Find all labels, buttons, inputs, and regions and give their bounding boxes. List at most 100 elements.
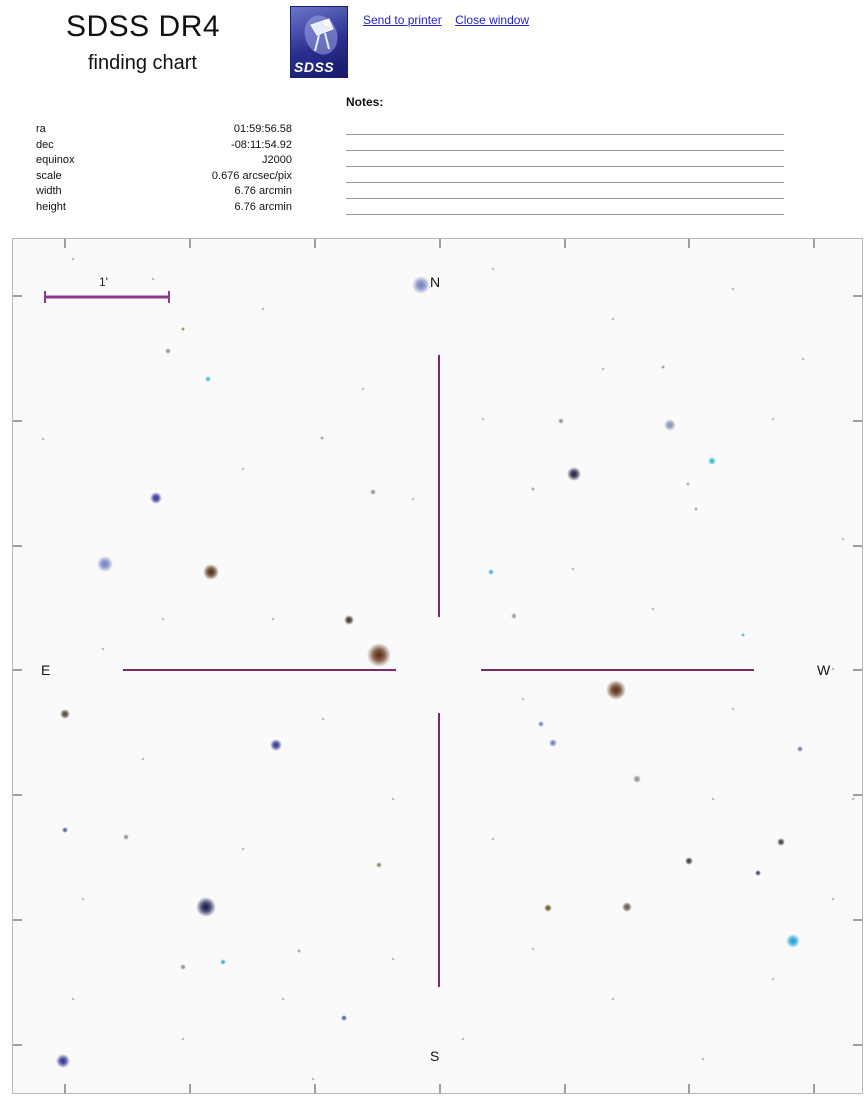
star	[205, 376, 211, 382]
star	[56, 1054, 70, 1068]
star	[831, 667, 835, 671]
star	[831, 897, 835, 901]
param-key: ra	[36, 123, 46, 135]
notes-label: Notes:	[346, 95, 384, 109]
page-subtitle: finding chart	[88, 52, 197, 74]
star	[797, 746, 803, 752]
star	[161, 617, 165, 621]
star	[777, 838, 785, 846]
star	[686, 482, 690, 486]
star	[741, 633, 745, 637]
frame-ticks	[13, 239, 862, 1093]
send-to-printer-link[interactable]: Send to printer	[363, 13, 442, 27]
param-value: -08:11:54.92	[231, 138, 292, 151]
star	[181, 1037, 185, 1041]
star	[538, 721, 544, 727]
param-value: J2000	[262, 154, 292, 166]
param-value: 0.676 arcsec/pix	[211, 169, 292, 182]
star	[786, 934, 800, 948]
star	[531, 487, 535, 491]
star	[150, 492, 162, 504]
sdss-logo: SDSS	[290, 6, 348, 78]
star	[60, 709, 70, 719]
star	[731, 707, 735, 711]
star	[71, 997, 75, 1001]
star	[511, 613, 517, 619]
sky-field	[13, 239, 862, 1093]
param-row-scale: scale 0.676 arcsec/pix	[36, 169, 292, 185]
star	[549, 739, 557, 747]
star	[651, 607, 655, 611]
param-value: 6.76 arcmin	[234, 200, 292, 213]
star	[320, 436, 324, 440]
star	[341, 1015, 347, 1021]
crosshair	[123, 355, 754, 987]
parameters-table: ra 01:59:56.58 dec -08:11:54.92 equinox …	[36, 122, 292, 215]
logo-text: SDSS	[294, 59, 335, 75]
star	[311, 1077, 315, 1081]
star	[633, 775, 641, 783]
star	[181, 327, 185, 331]
star	[97, 556, 113, 572]
finding-chart-image[interactable]: 1' N S E W	[12, 238, 863, 1094]
star	[801, 357, 805, 361]
param-value: 01:59:56.58	[233, 123, 292, 135]
scale-bar-label: 1'	[99, 275, 108, 289]
direction-north: N	[430, 274, 441, 290]
star	[241, 467, 245, 471]
star	[71, 257, 75, 261]
star	[851, 797, 855, 801]
notes-line[interactable]	[346, 182, 784, 183]
star	[203, 564, 219, 580]
star	[611, 997, 615, 1001]
star	[165, 348, 171, 354]
star	[664, 419, 676, 431]
param-row-equinox: equinox J2000	[36, 153, 292, 169]
star	[531, 947, 535, 951]
close-window-link[interactable]: Close window	[455, 13, 530, 27]
star	[261, 307, 265, 311]
param-value: 6.76 arcmin	[234, 185, 292, 197]
star	[701, 1057, 705, 1061]
star	[567, 467, 581, 481]
star	[491, 267, 495, 271]
star	[411, 497, 415, 501]
direction-south: S	[430, 1048, 440, 1064]
star	[391, 957, 395, 961]
star	[123, 834, 129, 840]
notes-line[interactable]	[346, 150, 784, 151]
param-key: height	[36, 200, 66, 213]
star	[544, 904, 552, 912]
star	[370, 489, 376, 495]
param-row-dec: dec -08:11:54.92	[36, 138, 292, 154]
star	[571, 567, 575, 571]
star	[101, 647, 105, 651]
notes-line[interactable]	[346, 198, 784, 199]
star	[151, 277, 155, 281]
star	[685, 857, 693, 865]
star	[367, 643, 391, 667]
param-key: width	[36, 185, 62, 197]
param-key: scale	[36, 169, 62, 182]
star-field	[41, 257, 855, 1081]
star	[281, 997, 285, 1001]
star	[841, 537, 845, 541]
notes-line[interactable]	[346, 166, 784, 167]
star	[711, 797, 715, 801]
notes-line[interactable]	[346, 214, 784, 215]
star	[376, 862, 382, 868]
star	[481, 417, 485, 421]
action-links: Send to printer Close window	[363, 13, 539, 27]
star	[558, 418, 564, 424]
star	[622, 902, 632, 912]
star	[321, 717, 325, 721]
notes-line[interactable]	[346, 134, 784, 135]
star	[755, 870, 761, 876]
sdss-telescope-logo-icon	[304, 15, 338, 55]
star	[180, 964, 186, 970]
star	[491, 837, 495, 841]
param-key: equinox	[36, 154, 75, 166]
star	[196, 897, 216, 917]
param-key: dec	[36, 138, 54, 151]
star	[601, 367, 605, 371]
